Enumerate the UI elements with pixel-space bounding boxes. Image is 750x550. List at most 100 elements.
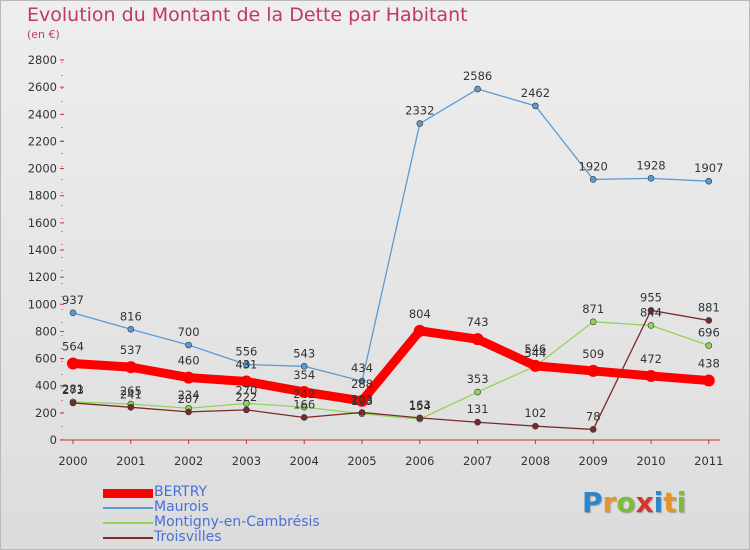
legend-swatch-bertry [103,489,153,498]
data-point [243,361,250,368]
data-point [647,307,655,314]
y-tick-label: 1600 [28,216,57,230]
data-label: 154 [409,399,431,413]
data-point [300,363,308,370]
y-tick-label: 600 [35,352,57,366]
data-label: 270 [235,383,257,397]
logo-letter: t [663,486,677,519]
legend-label-montigny: Montigny-en-Cambrésis [154,514,320,530]
data-label: 543 [293,346,315,360]
data-point [243,406,250,414]
data-label: 816 [120,309,142,323]
chart-title: Evolution du Montant de la Dette par Hab… [27,4,468,26]
series-line-troisvilles [72,309,710,431]
legend-swatch-maurois [103,507,153,509]
chart-subtitle: (en €) [27,28,60,41]
data-label: 354 [293,368,315,382]
logo-letter: x [635,486,654,519]
y-tick-label: 2000 [28,162,57,176]
data-point [300,403,308,411]
data-point [529,359,542,372]
data-point [474,418,481,426]
y-tick-label: 2400 [28,107,57,121]
x-tick-label: 2010 [636,454,665,468]
data-point [185,341,192,349]
data-label: 353 [467,372,489,386]
data-label: 163 [409,398,431,412]
data-label: 696 [698,326,720,340]
y-tick-label: 1400 [28,243,57,257]
data-label: 509 [582,347,604,361]
data-label: 1907 [694,161,723,175]
data-label: 2586 [463,69,492,83]
data-label: 1928 [636,158,665,172]
logo-letter: P [582,486,603,519]
data-label: 78 [586,409,601,423]
y-tick-label: 2800 [28,53,57,67]
data-label: 546 [524,342,546,356]
legend-label-troisvilles: Troisvilles [154,529,222,545]
data-label: 700 [178,325,200,339]
data-point [702,374,715,387]
data-point [645,369,657,382]
data-point [182,371,195,384]
data-point [124,361,137,374]
legend-swatch-troisvilles [103,537,153,539]
data-point [243,400,250,407]
data-label: 881 [698,300,720,314]
y-tick-label: 1200 [28,270,57,284]
data-point [358,409,366,416]
data-point [69,309,77,317]
x-tick-label: 2011 [694,454,723,468]
data-label: 472 [640,352,662,366]
data-label: 544 [524,346,546,360]
data-label: 871 [582,302,604,316]
data-label: 193 [351,394,373,408]
data-label: 2332 [405,104,434,118]
logo-letter: i [676,486,687,519]
data-point [300,414,308,421]
proxiti-logo: Proxiti [582,486,686,519]
y-tick-label: 1800 [28,189,57,203]
data-point [587,364,600,377]
y-tick-label: 2200 [28,134,57,148]
data-label: 937 [62,293,84,307]
data-label: 102 [524,406,546,420]
data-point [532,422,539,430]
data-point [240,375,253,388]
y-tick-label: 400 [35,379,57,393]
data-label: 273 [62,383,84,397]
data-point [185,408,192,416]
data-point [127,403,135,411]
series-line-montigny-en-cambrésis [72,321,710,420]
data-label: 556 [235,345,257,359]
data-point [705,177,713,185]
data-label: 460 [178,354,200,368]
data-point [67,357,79,370]
x-tick-label: 2007 [463,454,492,468]
x-tick-label: 2000 [58,454,87,468]
data-point [298,385,311,398]
logo-letter: r [602,486,617,519]
data-label: 434 [351,361,373,375]
data-point [416,120,424,127]
x-tick-label: 2004 [290,454,319,468]
data-label: 743 [467,315,489,329]
legend-swatch-montigny [103,522,153,524]
x-tick-label: 2003 [232,454,261,468]
data-point [589,426,597,433]
data-label: 2462 [521,86,550,100]
data-label: 955 [640,290,662,304]
data-point [474,388,481,396]
data-label: 131 [467,402,489,416]
data-label: 804 [409,307,431,321]
legend-label-maurois: Maurois [154,499,209,515]
y-tick-label: 1000 [28,297,57,311]
data-point [416,414,424,422]
x-tick-label: 2006 [405,454,434,468]
data-label: 537 [120,343,142,357]
data-point [705,342,713,349]
legend-label-bertry: BERTRY [154,484,208,500]
